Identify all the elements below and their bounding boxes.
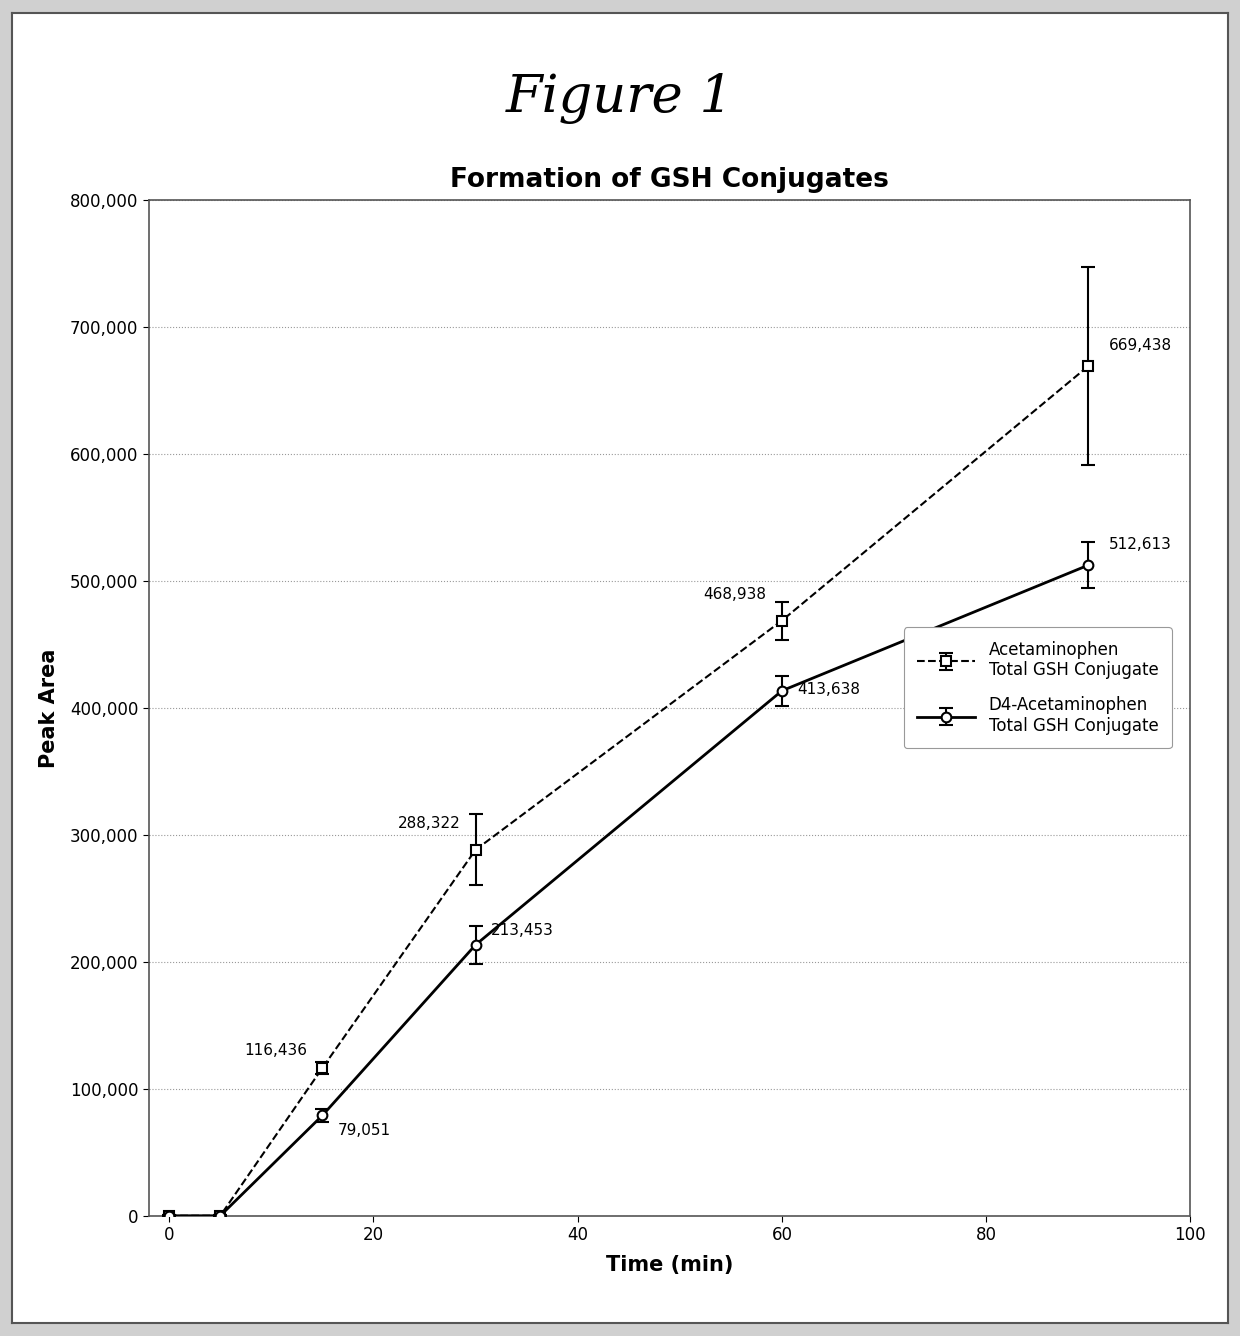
Text: 468,938: 468,938 xyxy=(703,587,766,601)
Y-axis label: Peak Area: Peak Area xyxy=(38,648,58,768)
Text: 413,638: 413,638 xyxy=(797,683,861,697)
Text: 79,051: 79,051 xyxy=(337,1124,391,1138)
X-axis label: Time (min): Time (min) xyxy=(606,1256,733,1276)
Legend: Acetaminophen
Total GSH Conjugate, D4-Acetaminophen
Total GSH Conjugate: Acetaminophen Total GSH Conjugate, D4-Ac… xyxy=(904,628,1172,748)
Text: 116,436: 116,436 xyxy=(244,1043,308,1058)
Title: Formation of GSH Conjugates: Formation of GSH Conjugates xyxy=(450,167,889,192)
Text: 288,322: 288,322 xyxy=(398,816,460,831)
Text: 512,613: 512,613 xyxy=(1109,537,1172,553)
Text: Figure 1: Figure 1 xyxy=(506,73,734,124)
Text: 669,438: 669,438 xyxy=(1109,338,1172,354)
Text: 213,453: 213,453 xyxy=(491,923,554,938)
